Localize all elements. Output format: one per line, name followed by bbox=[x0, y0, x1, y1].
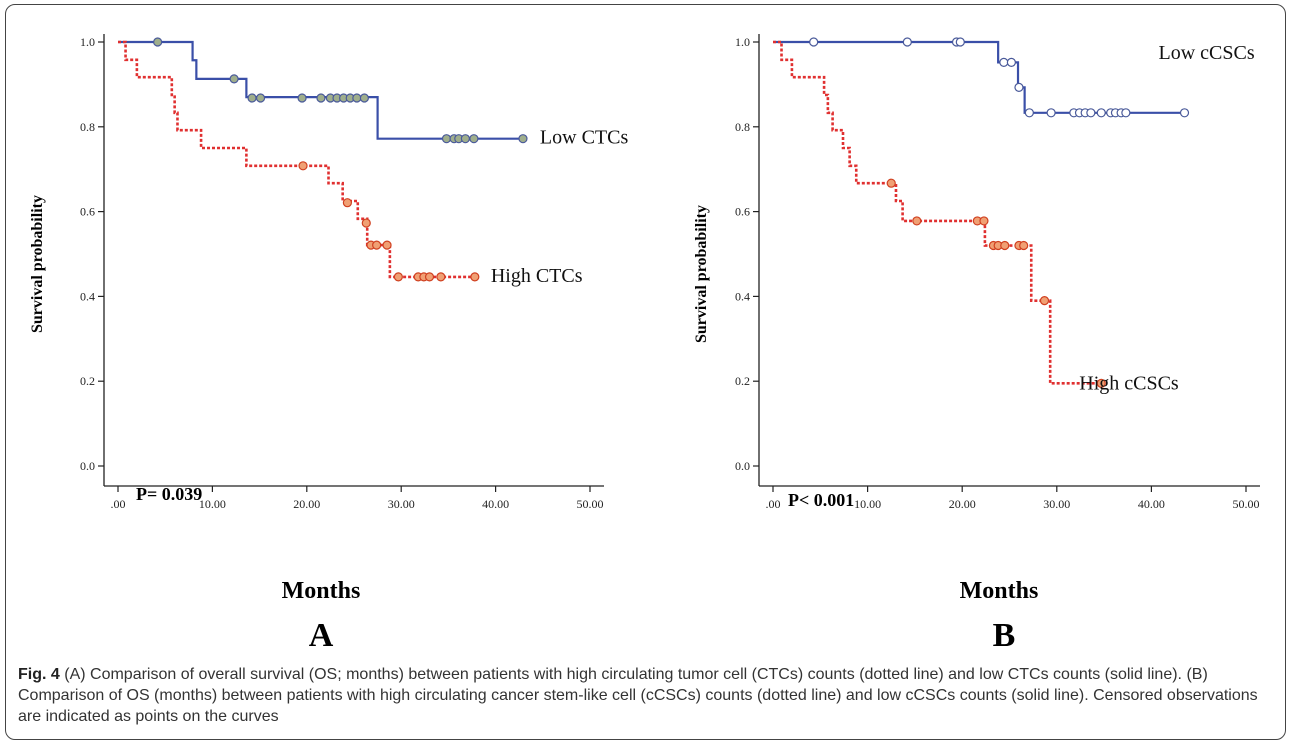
x-tick-label: 30.00 bbox=[1043, 497, 1070, 511]
censor-point bbox=[902, 37, 912, 47]
series-label: High CTCs bbox=[491, 265, 583, 287]
censor-point bbox=[1086, 108, 1096, 118]
censor-point bbox=[424, 272, 435, 282]
panel-label: A bbox=[309, 617, 334, 654]
x-tick-label: .00 bbox=[111, 497, 126, 511]
censor-point bbox=[999, 57, 1009, 67]
x-tick-label: 50.00 bbox=[577, 497, 604, 511]
tick-marks: 0.0 0.2 0.4 0.6 0.8 1.0 .00 10.00 20.00 30.00 40.0… bbox=[735, 35, 1260, 511]
censor-point bbox=[316, 93, 326, 103]
tick-marks: 0.0 0.2 0.4 0.6 0.8 1.0 .00 10.00 20.00 30.00 40.0… bbox=[80, 35, 604, 511]
censor-point bbox=[382, 240, 392, 250]
censor-point bbox=[1014, 82, 1024, 92]
censor-point bbox=[1024, 108, 1034, 118]
censor-point bbox=[470, 272, 480, 282]
y-tick-label: 0.6 bbox=[80, 205, 95, 219]
x-tick-label: 40.00 bbox=[1138, 497, 1165, 511]
y-tick-label: 0.8 bbox=[735, 120, 750, 134]
figure-frame bbox=[5, 4, 1286, 740]
censor-point bbox=[518, 134, 528, 144]
x-tick-label: 10.00 bbox=[199, 497, 226, 511]
x-tick-label: 20.00 bbox=[949, 497, 976, 511]
series-line-low bbox=[773, 40, 1185, 114]
p-value-annotation: P= 0.039 bbox=[136, 484, 202, 504]
censor-point bbox=[247, 93, 257, 103]
censor-point bbox=[809, 37, 819, 47]
y-axis-title: Survival probability bbox=[693, 205, 710, 343]
figure-label: Fig. 4 bbox=[18, 666, 60, 683]
y-tick-label: 1.0 bbox=[80, 35, 95, 49]
censor-point bbox=[886, 178, 896, 188]
censor-point bbox=[393, 272, 403, 282]
censor-point bbox=[359, 93, 369, 103]
series-label: High cCSCs bbox=[1079, 372, 1179, 394]
censor-point bbox=[298, 161, 308, 171]
censor-point bbox=[460, 134, 470, 144]
censor-point bbox=[229, 74, 239, 84]
series-line-high bbox=[118, 40, 475, 279]
x-tick-label: 30.00 bbox=[388, 497, 415, 511]
x-tick-label: 50.00 bbox=[1233, 497, 1260, 511]
censor-point bbox=[1121, 108, 1131, 118]
y-tick-label: 0.2 bbox=[80, 374, 95, 388]
censor-point bbox=[153, 37, 163, 47]
censor-point bbox=[1046, 108, 1056, 118]
panel-label: B bbox=[993, 617, 1016, 654]
series-group: Low cCSCs High cCSCs bbox=[773, 37, 1255, 394]
censor-point bbox=[255, 93, 266, 103]
x-tick-label: 20.00 bbox=[293, 497, 320, 511]
x-axis-title: Months bbox=[282, 578, 361, 604]
censor-point bbox=[297, 93, 307, 103]
censor-point bbox=[441, 134, 452, 144]
censor-point bbox=[1179, 108, 1190, 118]
chart-panel-a: Survival probability 0.0 0.2 0.4 0.6 0.8 1.0.… bbox=[29, 34, 629, 654]
axes bbox=[758, 34, 1260, 487]
censor-point bbox=[436, 272, 446, 282]
censor-point bbox=[1006, 57, 1016, 67]
y-tick-label: 0.4 bbox=[735, 289, 750, 303]
censor-point bbox=[912, 216, 922, 226]
y-tick-label: 1.0 bbox=[735, 35, 750, 49]
x-tick-label: 10.00 bbox=[854, 497, 881, 511]
censor-point bbox=[1000, 240, 1010, 251]
axes bbox=[103, 34, 604, 487]
series-line-low bbox=[118, 40, 524, 140]
x-tick-label: .00 bbox=[766, 497, 781, 511]
x-tick-label: 40.00 bbox=[482, 497, 509, 511]
censor-point bbox=[469, 134, 479, 144]
y-tick-label: 0.8 bbox=[80, 120, 95, 134]
series-label: Low CTCs bbox=[540, 127, 629, 149]
caption-text: (A) Comparison of overall survival (OS; … bbox=[18, 666, 1258, 725]
censor-point bbox=[1039, 296, 1050, 306]
y-tick-label: 0.0 bbox=[735, 459, 750, 473]
series-label: Low cCSCs bbox=[1159, 42, 1255, 64]
y-tick-label: 0.2 bbox=[735, 374, 750, 388]
censor-point bbox=[342, 198, 352, 208]
censor-point bbox=[372, 240, 382, 250]
y-tick-label: 0.6 bbox=[735, 205, 750, 219]
y-tick-label: 0.4 bbox=[80, 289, 95, 303]
x-axis-title: Months bbox=[960, 578, 1039, 604]
y-tick-label: 0.0 bbox=[80, 459, 95, 473]
series-group: Low CTCs High CTCs bbox=[118, 37, 629, 287]
figure-caption: Fig. 4 (A) Comparison of overall surviva… bbox=[18, 664, 1276, 727]
censor-point bbox=[955, 37, 965, 47]
censor-point bbox=[1096, 378, 1106, 388]
censor-point bbox=[1096, 108, 1106, 118]
chart-panel-b: Survival probability 0.0 0.2 0.4 0.6 0.8 1.0.… bbox=[693, 34, 1260, 654]
censor-point bbox=[979, 216, 989, 226]
series-line-high bbox=[773, 40, 1102, 385]
y-axis-title: Survival probability bbox=[29, 195, 46, 333]
p-value-annotation: P< 0.001 bbox=[788, 490, 854, 510]
censor-point bbox=[352, 93, 362, 103]
censor-point bbox=[361, 218, 371, 228]
censor-point bbox=[1019, 240, 1029, 251]
